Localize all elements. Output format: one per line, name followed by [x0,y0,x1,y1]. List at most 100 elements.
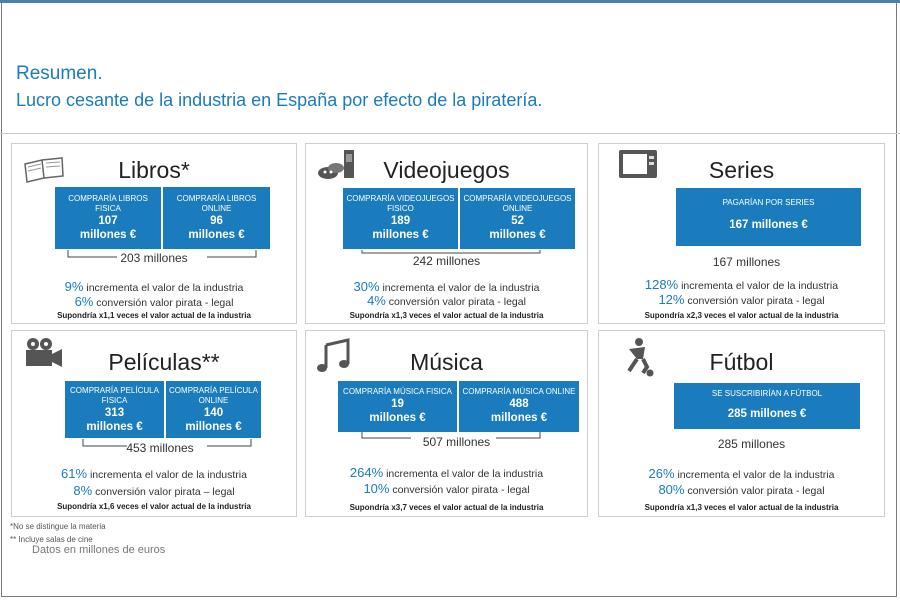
tv-icon [619,150,657,178]
box-unit: millones € [490,412,548,424]
box-unit: millones € [86,421,143,433]
box-unit: millones € [372,229,429,241]
multiplier-note: Supondría x1,1 veces el valor actual de … [57,311,251,320]
footnote-libros: *No se distingue la materia [10,522,106,531]
box-value: 167 millones € [729,219,808,231]
conversion-percent: 80% [658,482,685,497]
multiplier-note: Supondría x1,3 veces el valor actual de … [644,503,839,512]
box-label: COMPRARÍA MÚSICA ONLINE [462,387,576,396]
increase-percent: 30% [353,279,380,294]
conversion-line: 6% conversión valor pirata - legal [12,295,296,310]
header-divider [0,133,900,134]
multiplier-note: Supondría x2,3 veces el valor actual de … [644,311,839,320]
value-box-online: COMPRARÍA MÚSICA ONLINE 488 millones € [459,381,579,432]
card-title: Videojuegos [383,157,510,183]
total-value: 453 millones [126,441,194,455]
value-box-physical: COMPRARÍA LIBROS FISICA 107 millones € [55,187,161,249]
box-unit: millones € [188,229,245,241]
value-box-online: COMPRARÍA PELÍCULA ONLINE 140 millones € [166,381,261,438]
sum-bracket [361,250,541,254]
conversion-percent: 8% [73,483,93,498]
increase-text: incrementa el valor de la industria [382,282,540,294]
value-box-online: COMPRARÍA VIDEOJUEGOS ONLINE 52 millones… [460,188,575,249]
box-label: COMPRARÍA VIDEOJUEGOS ONLINE [463,194,572,213]
book-icon [24,157,64,183]
soccer-player-icon [627,338,654,377]
value-box-futbol: SE SUSCRIBIRÍAN A FÚTBOL 285 millones € [674,383,860,429]
box-label: SE SUSCRIBIRÍAN A FÚTBOL [711,389,823,398]
box-value: 107 [98,215,118,227]
footnote-peliculas: ** Incluye salas de cine [10,535,93,544]
slide-subtitle: Lucro cesante de la industria en España … [16,90,543,110]
conversion-line: 80% conversión valor pirata - legal [599,483,884,498]
box-label: COMPRARÍA VIDEOJUEGOS FISICO [346,194,455,213]
box-label: COMPRARÍA MÚSICA FISICA [343,387,452,396]
conversion-text: conversión valor pirata - legal [392,484,530,496]
increase-text: incrementa el valor de la industria [89,469,247,481]
total-value: 167 millones [712,255,781,269]
increase-percent: 26% [648,466,675,481]
music-note-icon [317,338,350,372]
conversion-percent: 4% [367,293,386,308]
increase-line: 128% incrementa el valor de la industria [599,278,884,293]
conversion-text: conversión valor pirata - legal [388,296,526,308]
conversion-percent: 12% [658,292,685,307]
card-libros: Libros* COMPRARÍA LIBROS FISICA 107 mill… [11,143,297,324]
card-peliculas: Películas** COMPRARÍA PELÍCULA FISICA 31… [11,330,297,517]
box-label: COMPRARÍA LIBROS FISICA [68,194,148,213]
box-label: PAGARÍAN POR SERIES [722,198,815,207]
total-value: 507 millones [422,435,491,449]
value-box-online: COMPRARÍA LIBROS ONLINE 96 millones € [163,187,270,249]
box-value: 488 [509,398,529,410]
sum-bracket [67,250,257,258]
card-title: Libros* [118,157,190,183]
increase-line: 264% incrementa el valor de la industria [306,466,587,481]
increase-line: 9% incrementa el valor de la industria [12,280,296,295]
footnote-units: Datos en millones de euros [32,544,166,556]
box-value: 52 [511,215,524,227]
box-value: 189 [390,215,411,227]
box-value: 140 [203,407,224,419]
increase-percent: 128% [644,277,679,292]
increase-text: incrementa el valor de la industria [677,469,835,481]
movie-camera-icon [26,338,62,367]
box-value: 313 [104,407,125,419]
card-series: Series PAGARÍAN POR SERIES 167 millones … [598,143,885,324]
increase-text: incrementa el valor de la industria [681,280,839,292]
conversion-text: conversión valor pirata – legal [95,486,235,498]
increase-line: 61% incrementa el valor de la industria [12,467,296,482]
conversion-line: 12% conversión valor pirata - legal [599,293,884,308]
card-title: Series [708,157,775,183]
conversion-text: conversión valor pirata - legal [687,295,825,307]
box-label: COMPRARÍA PELÍCULA ONLINE [169,386,258,405]
total-value: 242 millones [412,254,481,268]
total-value: 285 millones [717,437,786,451]
increase-percent: 264% [349,465,384,480]
card-musica: Música COMPRARÍA MÚSICA FISICA 19 millon… [305,330,588,517]
sum-bracket [361,432,541,439]
value-box-physical: COMPRARÍA PELÍCULA FISICA 313 millones € [65,381,164,438]
conversion-percent: 6% [74,294,94,309]
multiplier-note: Supondría x1,3 veces el valor actual de … [349,311,544,320]
value-box-physical: COMPRARÍA VIDEOJUEGOS FISICO 189 millone… [343,188,458,249]
sum-bracket [82,439,252,447]
value-box-series: PAGARÍAN POR SERIES 167 millones € [676,188,861,246]
card-title: Música [410,349,483,375]
gamepad-icon [318,150,354,179]
value-box-physical: COMPRARÍA MÚSICA FISICA 19 millones € [338,381,457,432]
box-unit: millones € [185,421,242,433]
conversion-percent: 10% [363,481,390,496]
conversion-line: 8% conversión valor pirata – legal [12,484,296,499]
box-label: COMPRARÍA PELÍCULA FISICA [70,386,159,405]
box-unit: millones € [489,229,546,241]
conversion-line: 10% conversión valor pirata - legal [306,482,587,497]
increase-percent: 9% [64,279,84,294]
multiplier-note: Supondría x1,6 veces el valor actual de … [57,502,251,511]
box-value: 19 [391,398,404,410]
increase-line: 30% incrementa el valor de la industria [306,280,587,295]
slide-title: Resumen. [16,63,103,84]
card-title: Películas** [108,349,220,375]
top-accent-line [0,0,900,3]
conversion-text: conversión valor pirata - legal [687,485,825,497]
total-value: 203 millones [120,251,188,265]
